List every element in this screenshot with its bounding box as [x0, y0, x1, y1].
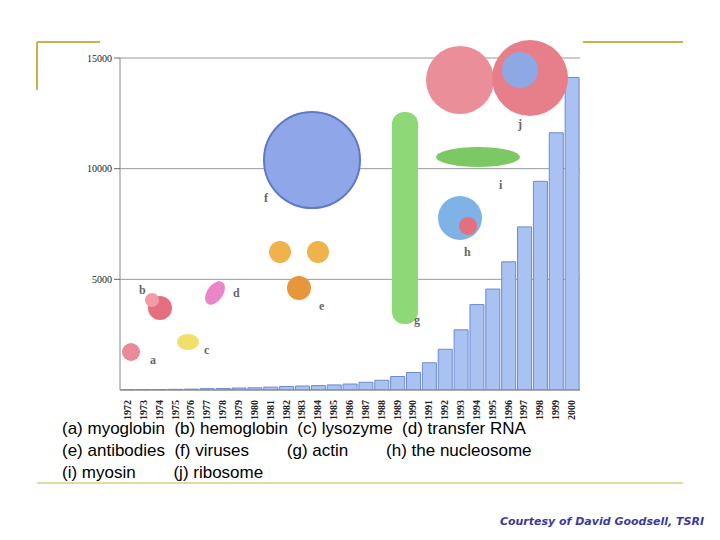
svg-text:1972: 1972 [122, 400, 133, 420]
svg-text:h: h [464, 245, 471, 259]
html-text:Courtesy of David Goodsell, TS: Courtesy of David Goodsell, TSRI [499, 515, 704, 528]
svg-text:1990: 1990 [407, 400, 418, 420]
svg-text:1995: 1995 [487, 400, 498, 420]
svg-text:1987: 1987 [360, 400, 371, 420]
html-text:(i) myosin (j) ribosome: (i) myosin (j) ribosome [62, 463, 264, 482]
svg-text:1984: 1984 [312, 400, 323, 420]
svg-text:j: j [517, 117, 522, 131]
svg-text:1994: 1994 [471, 400, 482, 420]
svg-text:1986: 1986 [344, 400, 355, 420]
svg-text:d: d [233, 286, 240, 300]
svg-text:2000: 2000 [566, 400, 577, 420]
svg-text:1996: 1996 [503, 400, 514, 420]
svg-text:1988: 1988 [376, 400, 387, 420]
svg-text:1981: 1981 [265, 400, 276, 420]
svg-text:10000: 10000 [87, 163, 112, 174]
svg-text:1982: 1982 [281, 400, 292, 420]
svg-text:1992: 1992 [439, 400, 450, 420]
svg-text:1974: 1974 [154, 400, 165, 420]
svg-text:1989: 1989 [392, 400, 403, 420]
svg-text:c: c [204, 343, 210, 357]
svg-text:i: i [499, 178, 503, 192]
svg-text:1993: 1993 [455, 400, 466, 420]
svg-text:1978: 1978 [217, 400, 228, 420]
svg-text:1985: 1985 [328, 400, 339, 420]
svg-text:1976: 1976 [185, 400, 196, 420]
svg-text:1975: 1975 [170, 400, 181, 420]
svg-text:15000: 15000 [87, 53, 112, 64]
svg-text:1983: 1983 [296, 400, 307, 420]
svg-text:1977: 1977 [201, 400, 212, 420]
svg-text:1998: 1998 [534, 400, 545, 420]
svg-text:1999: 1999 [550, 400, 561, 420]
svg-text:g: g [414, 313, 420, 327]
svg-text:1980: 1980 [249, 400, 260, 420]
svg-text:1991: 1991 [423, 400, 434, 420]
svg-text:5000: 5000 [92, 274, 112, 285]
svg-text:1979: 1979 [233, 400, 244, 420]
svg-text:e: e [319, 299, 325, 313]
html-text:(e) antibodies (f) viruses (g): (e) antibodies (f) viruses (g) actin (h)… [62, 441, 532, 460]
html-text:(a) myoglobin (b) hemoglobin (: (a) myoglobin (b) hemoglobin (c) lysozym… [62, 419, 526, 438]
svg-text:f: f [264, 191, 269, 205]
svg-text:1973: 1973 [138, 400, 149, 420]
svg-text:a: a [150, 353, 156, 367]
svg-text:1997: 1997 [518, 400, 529, 420]
svg-text:b: b [139, 283, 146, 297]
